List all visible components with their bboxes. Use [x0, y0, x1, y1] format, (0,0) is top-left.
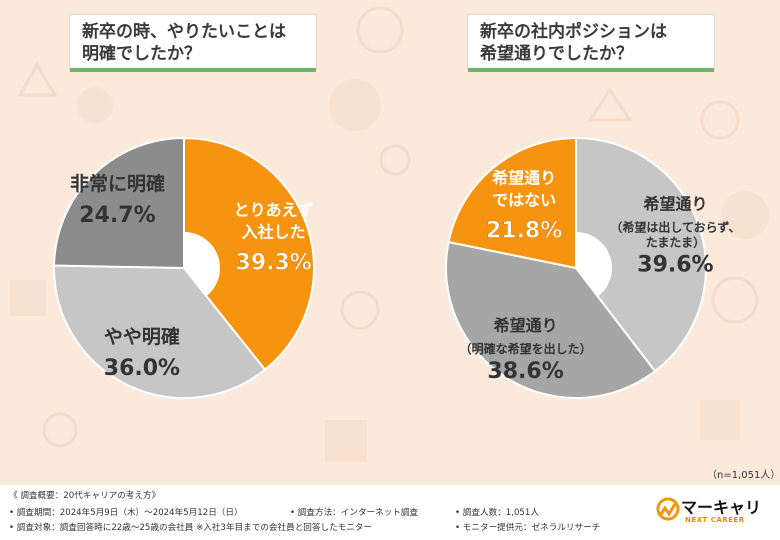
- slice-label: （希望は出しておらず、: [610, 219, 740, 234]
- logo-mark-icon: [656, 497, 680, 521]
- pie-slice: [53, 136, 185, 270]
- slice-value: 39.6%: [637, 252, 713, 277]
- slice-value: 21.8%: [486, 218, 562, 243]
- pie-slice: [447, 136, 577, 270]
- left-title-line-2: 明確でしたか？: [82, 44, 201, 64]
- right-title-line-2: 希望通りでしたか？: [480, 44, 633, 64]
- background-decoration: [17, 6, 759, 448]
- title-underline: [468, 68, 714, 72]
- slice-label: たまたま）: [646, 234, 705, 249]
- brand-logo: マーキャリ NEXT CAREER: [655, 492, 775, 536]
- survey-period: • 調査期間：2024年5月9日（木）～2024年5月12日（日）: [9, 508, 243, 518]
- slice-label: とりあえず: [234, 201, 314, 220]
- slice-label: 希望通り: [494, 316, 558, 335]
- slice-value: 36.0%: [104, 356, 180, 381]
- slice-value: 24.7%: [79, 203, 155, 228]
- right-title-line-1: 新卒の社内ポジションは: [480, 22, 667, 42]
- logo-subtitle: NEXT CAREER: [685, 516, 745, 524]
- pie-slice: [445, 240, 657, 399]
- survey-method: • 調査方法：インターネット調査: [290, 508, 419, 518]
- survey-footer: 《 調査概要：20代キャリアの考え方》 • 調査期間：2024年5月9日（木）～…: [0, 485, 780, 540]
- slice-label: （明確な希望を出した）: [460, 341, 592, 356]
- left-title-line-1: 新卒の時、やりたいことは: [82, 22, 286, 42]
- slice-label: 希望通り: [492, 168, 556, 187]
- survey-count: • 調査人数：1,051人: [455, 508, 539, 518]
- title-underline: [70, 68, 316, 72]
- slice-label: 非常に明確: [70, 172, 165, 195]
- slice-label: 希望通り: [643, 194, 707, 213]
- right-donut-chart: 希望通り （希望は出しておらず、たまたま） 39.6% 希望通り （明確な希望を出した）…: [445, 136, 741, 399]
- survey-provider: • モニター提供元：ゼネラルリサーチ: [455, 523, 601, 533]
- slice-label: 入社した: [242, 223, 306, 242]
- sample-size: （n=1,051人）: [707, 470, 780, 481]
- slice-label: やや明確: [104, 325, 180, 348]
- survey-overview: 《 調査概要：20代キャリアの考え方》: [9, 491, 161, 501]
- logo-name: マーキャリ: [681, 498, 762, 517]
- pie-slice: [53, 264, 267, 399]
- slice-value: 39.3%: [236, 251, 312, 276]
- right-chart-title: 新卒の社内ポジションは 希望通りでしたか？: [467, 14, 715, 72]
- left-chart-title: 新卒の時、やりたいことは 明確でしたか？: [69, 14, 317, 72]
- slice-label: ではない: [492, 190, 556, 209]
- slice-value: 38.6%: [487, 359, 563, 384]
- pie-slice: [575, 136, 707, 373]
- survey-target: • 調査対象：調査回答時に22歳～25歳の会社員 ※入社3年目までの会社員と回答…: [9, 523, 373, 533]
- pie-slice: [183, 136, 315, 372]
